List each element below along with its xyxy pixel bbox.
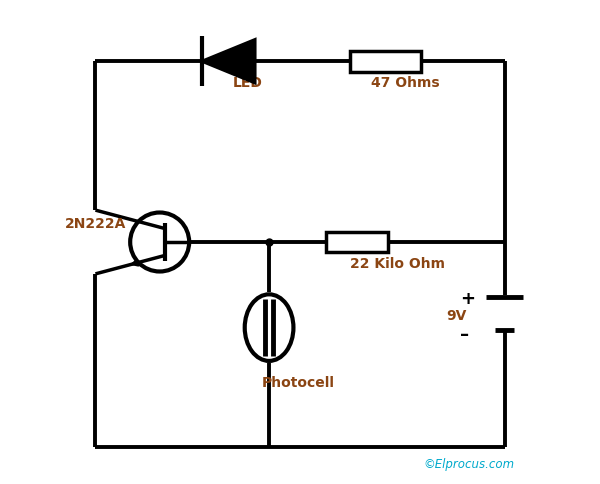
Text: Photocell: Photocell [262, 376, 335, 390]
Text: ©Elprocus.com: ©Elprocus.com [423, 458, 514, 471]
Text: –: – [460, 327, 469, 345]
Text: 47 Ohms: 47 Ohms [371, 76, 440, 91]
Text: LED: LED [232, 76, 262, 91]
Text: +: + [460, 290, 475, 308]
Text: 2N222A: 2N222A [65, 217, 126, 231]
Text: 9V: 9V [446, 309, 466, 323]
Bar [350, 51, 421, 72]
Text: 22 Kilo Ohm: 22 Kilo Ohm [350, 257, 445, 271]
Polygon shape [202, 40, 255, 83]
Bar [326, 231, 388, 253]
